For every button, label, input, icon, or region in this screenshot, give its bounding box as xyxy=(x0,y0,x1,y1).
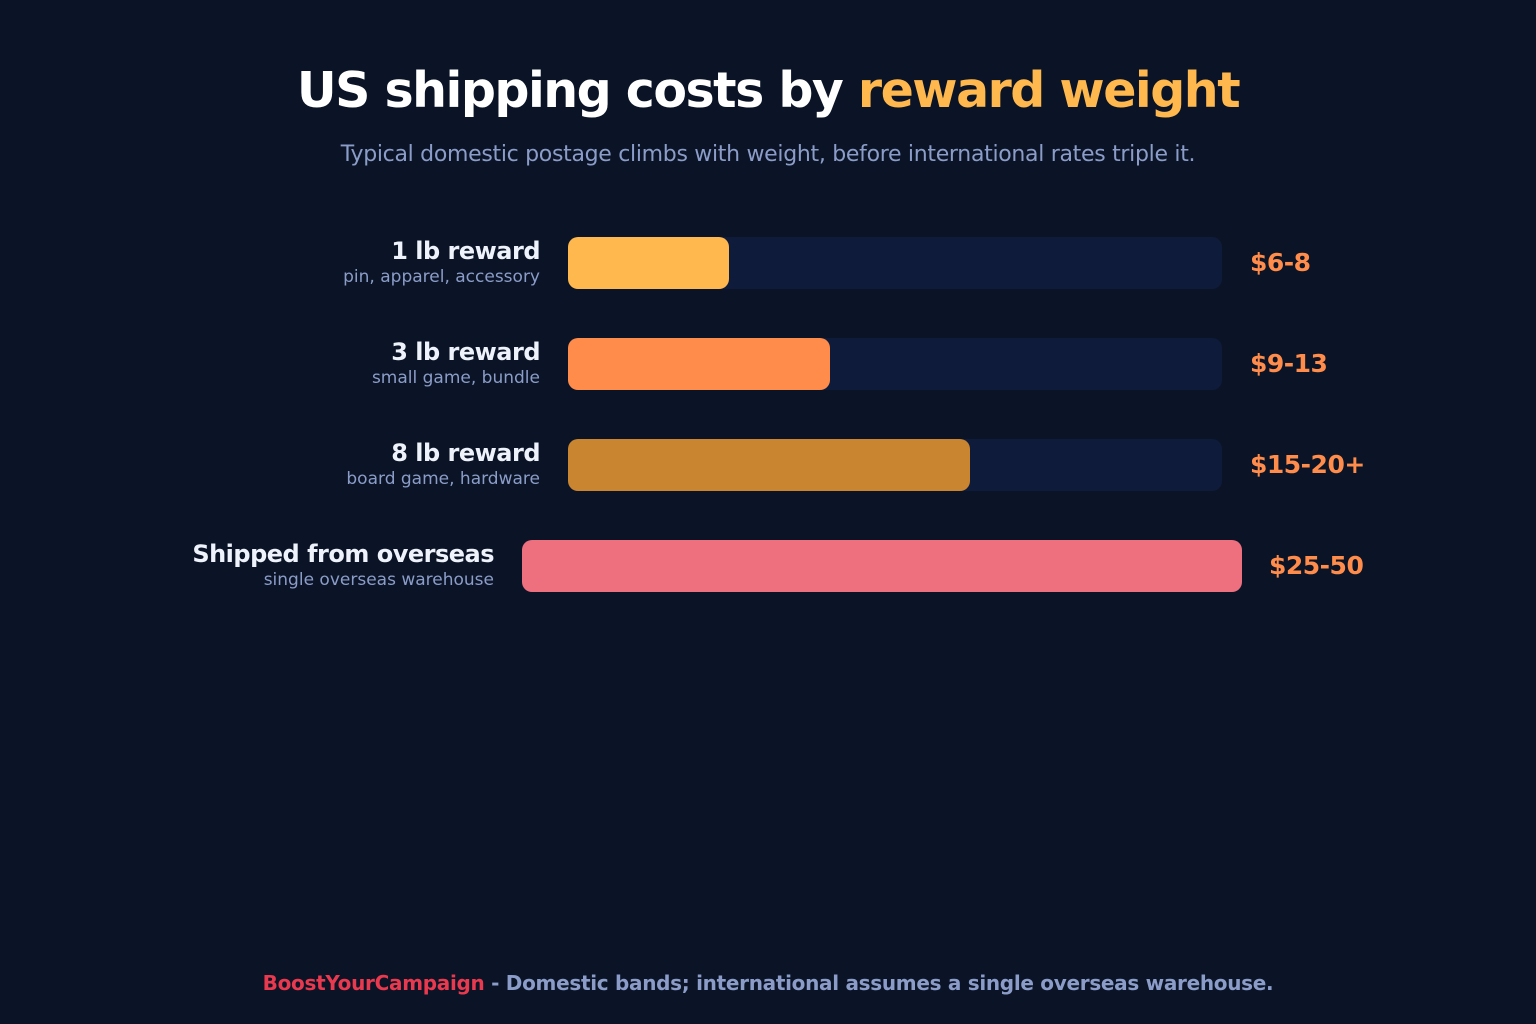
row-label-1: 3 lb reward small game, bundle xyxy=(371,337,541,389)
footer-note: - Domestic bands; international assumes … xyxy=(484,971,1274,995)
row-label-2: 8 lb reward board game, hardware xyxy=(346,438,540,490)
bar-value-label: $9-13 xyxy=(1250,349,1328,378)
chart-title-prefix: US shipping costs by xyxy=(296,62,858,119)
bar-track xyxy=(568,439,1222,491)
bar-fill xyxy=(568,237,729,289)
bar-description-label: pin, apparel, accessory xyxy=(343,267,540,287)
chart-title-accent: reward weight xyxy=(857,62,1241,119)
bar-fill xyxy=(522,540,1242,592)
bar-value-label: $25-50 xyxy=(1269,551,1364,580)
bar-category-label: 1 lb reward xyxy=(391,237,540,265)
bar-value-label: $15-20+ xyxy=(1250,450,1365,479)
bar-fill xyxy=(568,338,830,390)
bar-track xyxy=(568,338,1222,390)
bar-category-label: 3 lb reward xyxy=(391,338,540,366)
bar-category-label: 8 lb reward xyxy=(391,439,540,467)
footer: BoostYourCampaign - Domestic bands; inte… xyxy=(0,971,1536,995)
chart-title: US shipping costs by reward weight xyxy=(0,62,1536,119)
bar-value-label: $6-8 xyxy=(1250,248,1311,277)
bar-description-label: small game, bundle xyxy=(371,368,540,388)
row-label-0: 1 lb reward pin, apparel, accessory xyxy=(343,236,540,288)
row-label-3: Shipped from overseas single overseas wa… xyxy=(192,539,494,591)
bar-description-label: board game, hardware xyxy=(346,469,540,489)
bar-description-label: single overseas warehouse xyxy=(263,570,494,590)
bar-track xyxy=(522,540,1242,592)
bar-fill xyxy=(568,439,970,491)
bar-track xyxy=(568,237,1222,289)
chart-subtitle: Typical domestic postage climbs with wei… xyxy=(340,142,1196,167)
footer-brand: BoostYourCampaign xyxy=(262,971,485,995)
bar-category-label: Shipped from overseas xyxy=(192,540,494,568)
